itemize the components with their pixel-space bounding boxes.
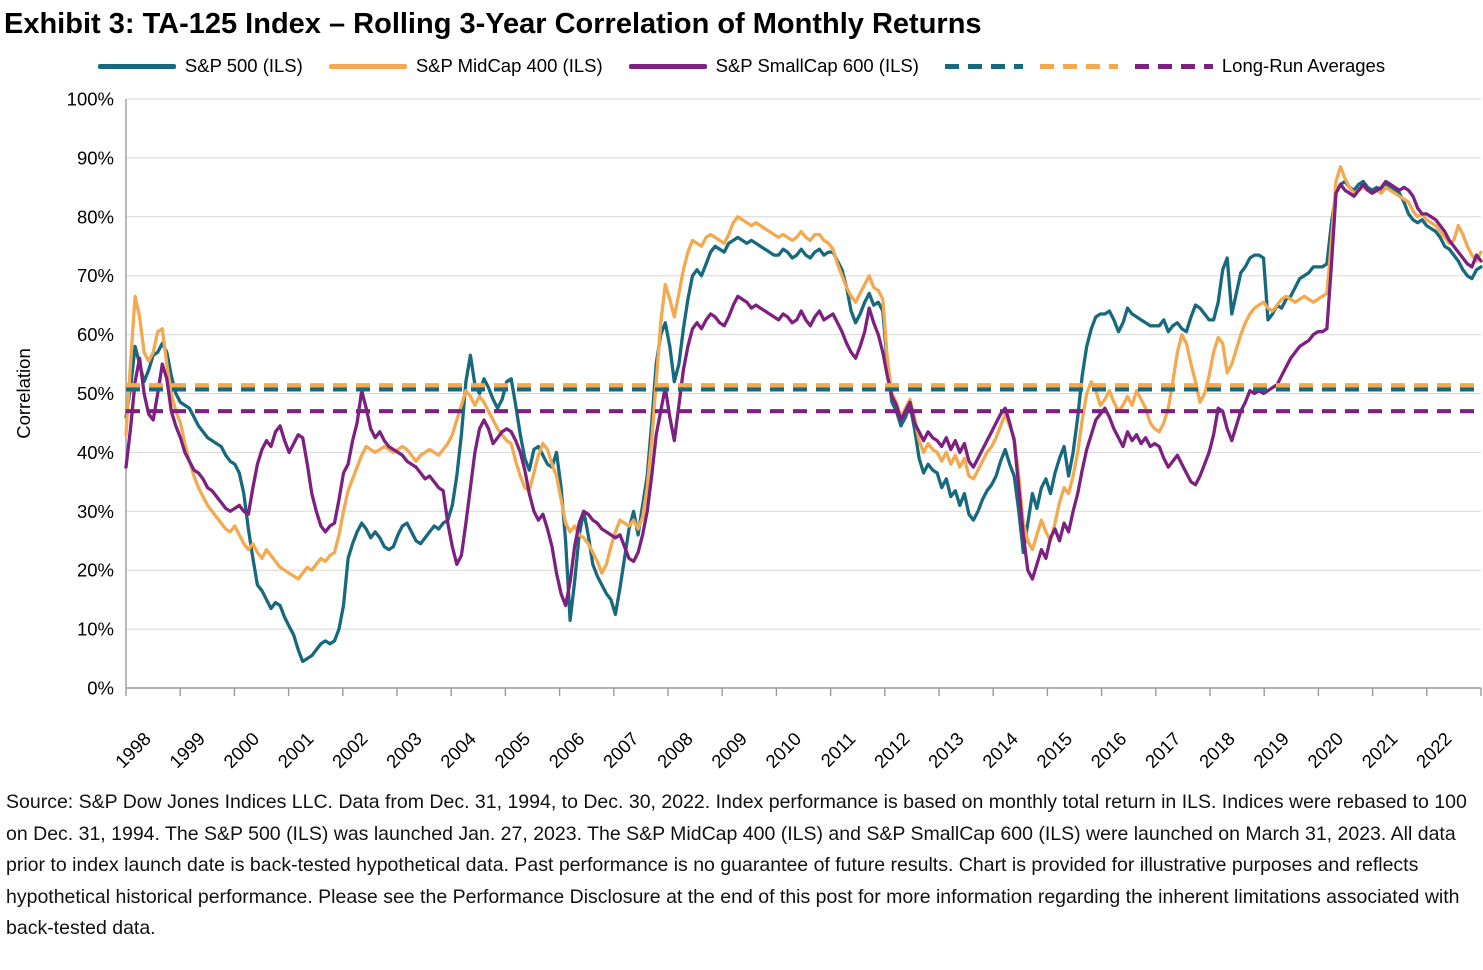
x-tick-label-2016: 2016 xyxy=(1086,728,1130,772)
y-tick-label-40%: 40% xyxy=(77,442,114,463)
x-tick-label-2018: 2018 xyxy=(1195,728,1239,772)
x-tick-label-2020: 2020 xyxy=(1303,728,1347,772)
x-tick-label-2010: 2010 xyxy=(761,728,805,772)
legend-label: Long-Run Averages xyxy=(1221,55,1386,77)
legend-line-swatch xyxy=(628,64,707,69)
source-note: Source: S&P Dow Jones Indices LLC. Data … xyxy=(6,791,1467,940)
y-tick-label-10%: 10% xyxy=(77,619,114,640)
x-tick-label-2017: 2017 xyxy=(1141,728,1185,772)
x-tick-label-2022: 2022 xyxy=(1412,728,1456,772)
y-tick-label-50%: 50% xyxy=(77,383,114,404)
chart-legend: S&P 500 (ILS) S&P MidCap 400 (ILS) S&P Sma… xyxy=(4,51,1479,81)
x-tick-label-2011: 2011 xyxy=(816,728,859,771)
legend-dashed-swatch xyxy=(1134,64,1213,69)
legend-label: S&P 500 (ILS) xyxy=(184,55,303,77)
legend-item-2: S&P MidCap 400 (ILS) xyxy=(328,55,603,77)
x-tick-label-2012: 2012 xyxy=(870,728,914,772)
series-line-2-s-p-midcap-400-ils- xyxy=(124,165,1483,581)
y-axis-title: Correlation xyxy=(13,349,34,440)
x-tick-label-2014: 2014 xyxy=(978,728,1022,772)
x-tick-label-2007: 2007 xyxy=(599,728,643,772)
x-tick-label-1999: 1999 xyxy=(165,728,209,772)
x-tick-label-2013: 2013 xyxy=(924,728,968,772)
legend-dashed-swatch xyxy=(1039,64,1118,69)
x-tick-label-2015: 2015 xyxy=(1032,728,1076,772)
legend-dash-swatches xyxy=(944,64,1213,69)
x-tick-label-1998: 1998 xyxy=(111,728,155,772)
y-tick-label-20%: 20% xyxy=(77,560,114,581)
x-tick-label-2002: 2002 xyxy=(328,728,372,772)
x-tick-label-2009: 2009 xyxy=(707,728,751,772)
chart-area: 100% 90% 80% 70% 60% 50% 40% 30% 20% 10% 0% Correla… xyxy=(4,81,1483,783)
legend-line-swatch xyxy=(97,64,176,69)
y-tick-label-80%: 80% xyxy=(77,207,114,228)
y-tick-label-100%: 100% xyxy=(67,89,114,110)
chart-svg: 100% 90% 80% 70% 60% 50% 40% 30% 20% 10% 0% Correla… xyxy=(13,89,1483,772)
x-tick-label-2008: 2008 xyxy=(653,728,697,772)
y-tick-label-70%: 70% xyxy=(77,266,114,287)
x-tick-label-2005: 2005 xyxy=(490,728,534,772)
legend-item-long-run-averages: Long-Run Averages xyxy=(944,55,1386,77)
legend-line-swatch xyxy=(328,64,407,69)
x-tick-label-2000: 2000 xyxy=(219,728,263,772)
legend-item-1: S&P 500 (ILS) xyxy=(97,55,303,77)
legend-item-3: S&P SmallCap 600 (ILS) xyxy=(628,55,919,77)
series-line-1-s-p-500-ils- xyxy=(124,180,1483,664)
x-tick-label-2019: 2019 xyxy=(1249,728,1293,772)
x-tick-label-2003: 2003 xyxy=(382,728,426,772)
y-tick-label-30%: 30% xyxy=(77,501,114,522)
series-line-3-s-p-smallcap-600-ils- xyxy=(124,180,1483,608)
legend-dashed-swatch xyxy=(944,64,1023,69)
x-tick-label-2021: 2021 xyxy=(1357,728,1401,772)
y-tick-label-0%: 0% xyxy=(87,678,114,699)
legend-label: S&P SmallCap 600 (ILS) xyxy=(715,55,919,77)
x-tick-label-2004: 2004 xyxy=(436,728,480,772)
x-tick-label-2006: 2006 xyxy=(544,728,588,772)
y-tick-label-90%: 90% xyxy=(77,148,114,169)
page-title: Exhibit 3: TA-125 Index – Rolling 3-Year… xyxy=(4,8,982,40)
y-tick-label-60%: 60% xyxy=(77,324,114,345)
legend-label: S&P MidCap 400 (ILS) xyxy=(415,55,603,77)
x-tick-label-2001: 2001 xyxy=(273,728,317,772)
